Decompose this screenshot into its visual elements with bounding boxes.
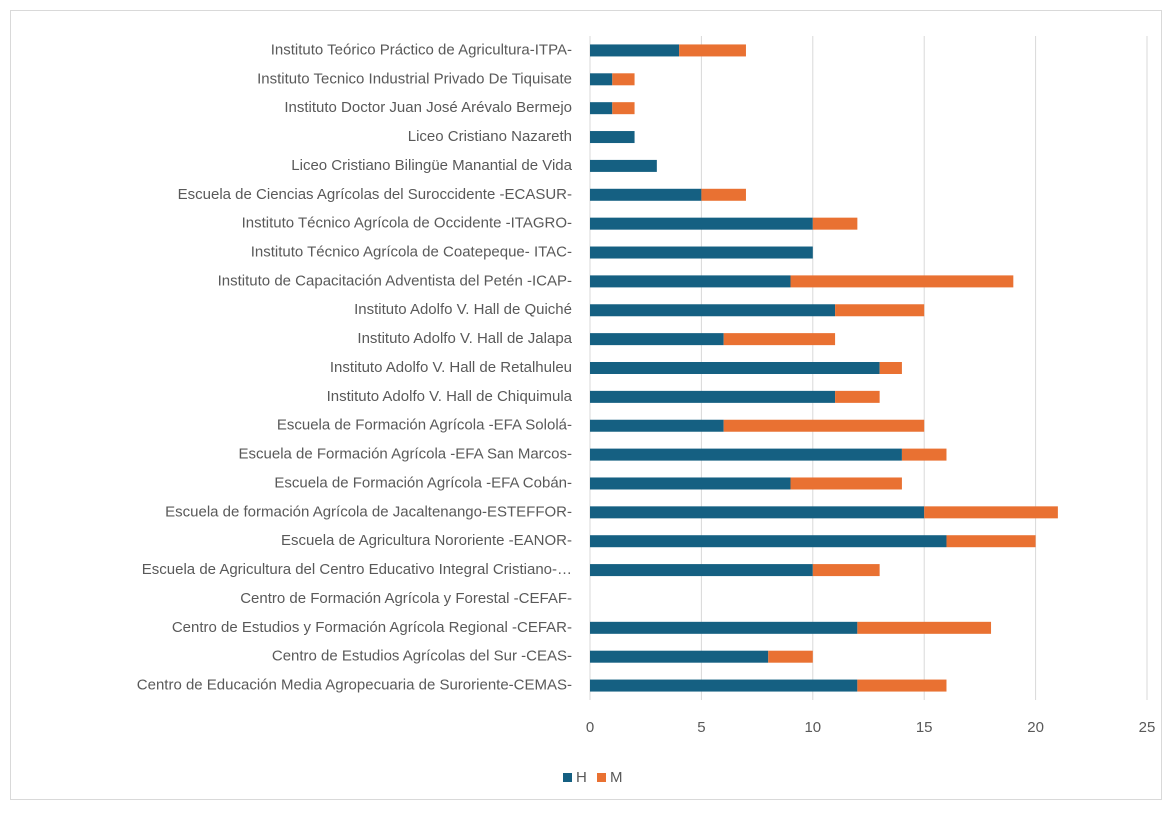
bar [857,679,947,692]
bar [590,217,813,230]
bar [590,362,880,374]
y-tick-label: Escuela de Formación Agrícola -EFA San M… [239,446,572,463]
bar [590,333,724,346]
x-tick-label: 15 [916,719,933,736]
bar [835,304,925,317]
y-tick-label: Escuela de Agricultura Nororiente -EANOR… [281,532,572,549]
bar [590,246,813,259]
y-tick-label: Escuela de Agricultura del Centro Educat… [142,561,572,578]
bar [590,73,613,86]
y-tick-label: Liceo Cristiano Nazareth [408,128,572,145]
bar [768,650,813,663]
y-tick-label: Instituto Teórico Práctico de Agricultur… [271,41,572,58]
bar [590,448,902,461]
bar [835,390,880,403]
y-tick-label: Centro de Educación Media Agropecuaria d… [137,677,572,694]
y-tick-label: Instituto Adolfo V. Hall de Retalhuleu [330,359,572,376]
bar [590,535,947,548]
bar [590,419,724,432]
bar [790,275,1014,288]
bar [812,217,858,230]
bar [901,448,947,461]
y-tick-label: Escuela de Ciencias Agrícolas del Surocc… [178,186,572,203]
bar [590,304,836,317]
y-tick-label: Escuela de Formación Agrícola -EFA Cobán… [274,474,572,491]
bar [590,390,836,403]
y-tick-label: Centro de Estudios Agrícolas del Sur -CE… [272,648,572,665]
y-tick-label: Escuela de formación Agrícola de Jacalte… [165,503,572,520]
legend-label: M [610,769,623,786]
y-tick-label: Instituto Adolfo V. Hall de Jalapa [357,330,572,347]
y-tick-label: Instituto Técnico Agrícola de Occidente … [242,215,572,232]
x-tick-label: 0 [586,719,594,736]
x-tick-label: 10 [804,719,821,736]
bar [590,621,858,634]
bar [612,102,635,115]
bar [879,362,902,374]
y-tick-label: Escuela de Formación Agrícola -EFA Solol… [277,417,572,434]
y-tick-label: Centro de Formación Agrícola y Forestal … [240,590,572,607]
y-tick-label: Instituto Técnico Agrícola de Coatepeque… [251,243,572,260]
bar [590,131,635,144]
bar [857,621,992,634]
bar [590,650,769,663]
bar [946,535,1036,548]
bar [590,275,791,288]
bar [723,333,836,346]
x-tick-label: 20 [1027,719,1044,736]
bar [590,506,925,519]
bar [679,44,746,57]
bar [590,159,657,172]
y-tick-label: Liceo Cristiano Bilingüe Manantial de Vi… [291,157,572,174]
bar [701,188,746,201]
bar [590,679,858,692]
bar [812,564,880,577]
legend-swatch [597,773,606,782]
x-tick-label: 5 [697,719,705,736]
bar [590,564,813,577]
y-tick-label: Instituto Adolfo V. Hall de Chiquimula [327,388,573,405]
y-tick-label: Centro de Estudios y Formación Agrícola … [172,619,572,636]
bar [924,506,1058,519]
bar [590,477,791,490]
legend-swatch [563,773,572,782]
x-tick-label: 25 [1139,719,1156,736]
bar [590,102,613,115]
bar [590,188,702,201]
legend-label: H [576,769,587,786]
bar [612,73,635,86]
y-tick-label: Instituto Adolfo V. Hall de Quiché [354,301,572,318]
y-tick-label: Instituto Tecnico Industrial Privado De … [257,70,572,87]
bar [590,44,680,57]
bar [723,419,925,432]
bar [790,477,902,490]
chart-border [10,10,1162,800]
y-tick-label: Instituto de Capacitación Adventista del… [218,272,572,289]
y-tick-label: Instituto Doctor Juan José Arévalo Berme… [284,99,572,116]
